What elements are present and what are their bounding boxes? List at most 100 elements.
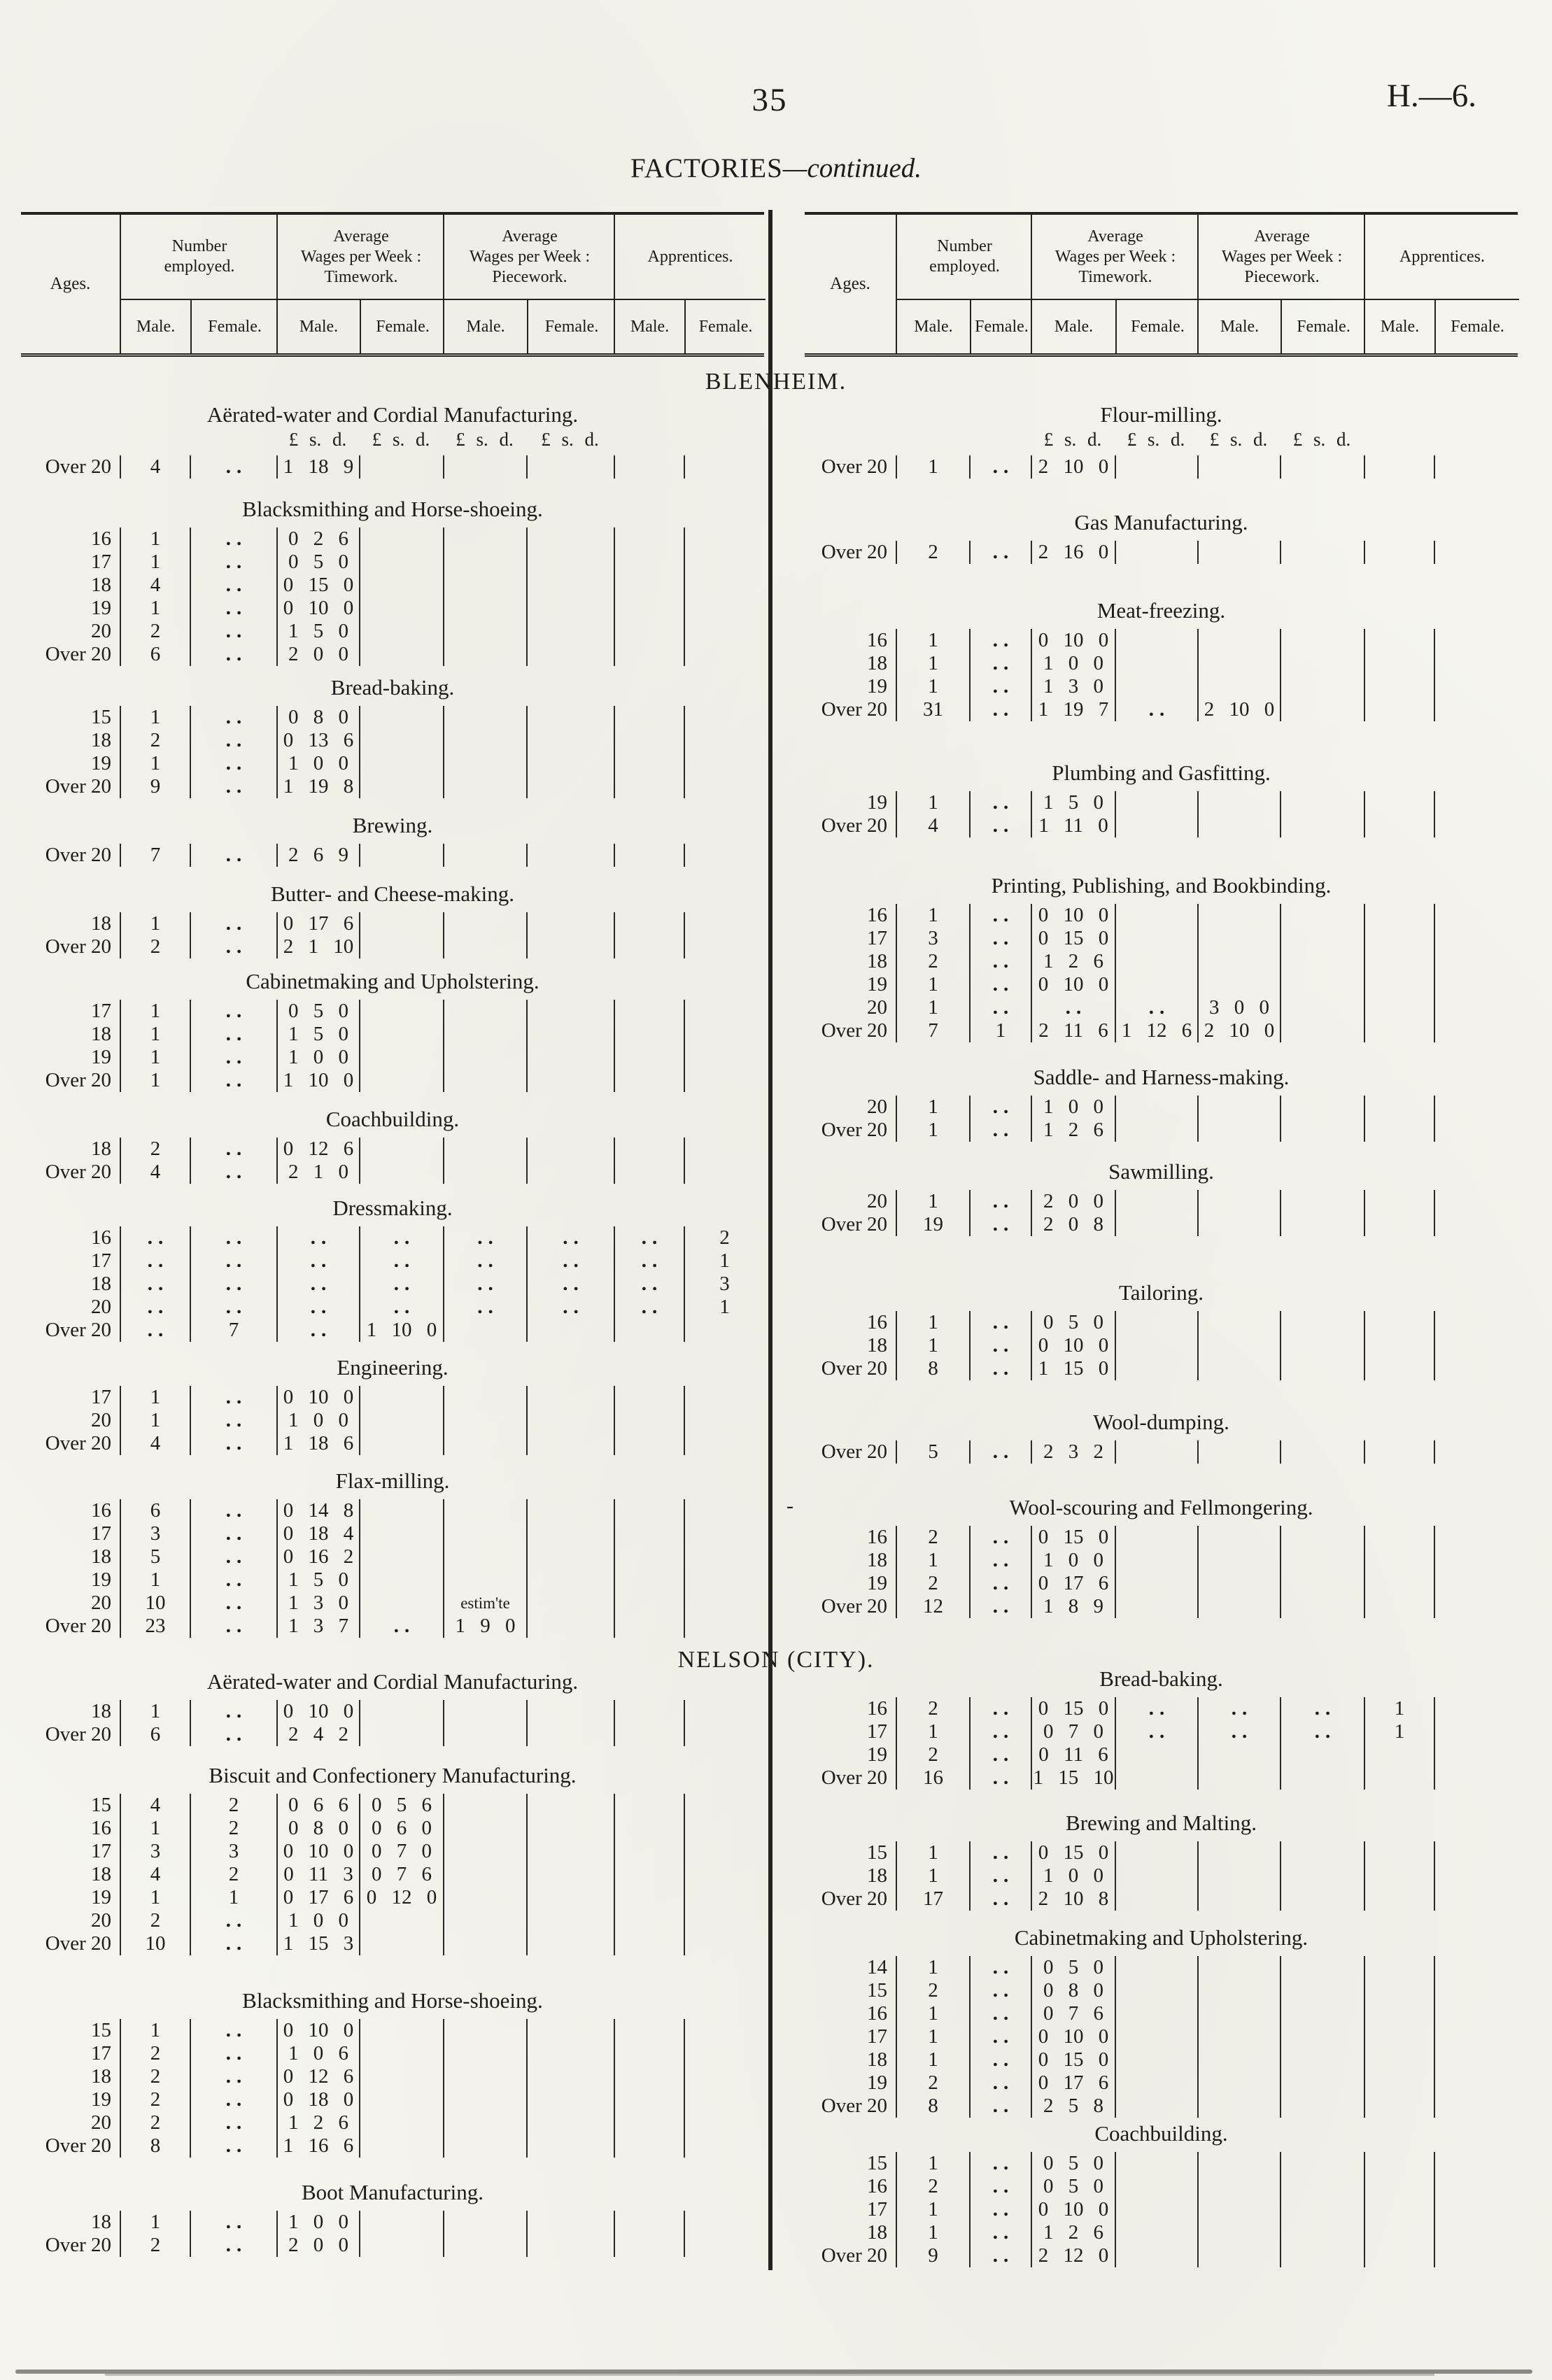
cell-number-male: 8 — [896, 2095, 969, 2118]
cell-ages: 15 — [91, 2019, 111, 2041]
cell-piecework-female — [526, 1499, 614, 1522]
cell-timework-female — [359, 620, 443, 643]
cell-piecework-male — [1197, 1119, 1280, 1142]
currency-unit-cell — [805, 429, 896, 450]
cell-apprentices-female — [684, 1545, 764, 1568]
currency-units-row: £ s. d. £ s. d. £ s. d. £ s. d. — [805, 429, 1518, 450]
cell-ages: 16 — [867, 1697, 887, 1720]
cell-piecework-male: 1 9 0 — [443, 1615, 526, 1638]
cell-apprentices-female — [684, 551, 764, 574]
cell-timework-female — [1115, 541, 1197, 564]
cell-ages: 18 — [867, 1334, 887, 1357]
cell-timework-male: 0 10 0 — [1031, 904, 1115, 927]
table-row: 17 3.. 0 18 4 — [21, 1522, 764, 1545]
cell-number-female: 1 — [969, 1019, 1031, 1042]
cell-number-female: .. — [969, 814, 1031, 837]
cell-timework-male: 0 17 6 — [276, 1886, 359, 1909]
cell-apprentices-male — [614, 574, 684, 597]
currency-unit-cell: £ s. d. — [288, 429, 347, 450]
male-female-subheader: Male. Female. — [1199, 300, 1365, 353]
cell-number-male: 16 — [896, 1766, 969, 1790]
cell-timework-male: 1 19 8 — [276, 775, 359, 798]
cell-piecework-male — [1197, 1096, 1280, 1119]
cell-number-female: .. — [969, 541, 1031, 564]
cell-timework-male: .. — [276, 1319, 359, 1342]
cell-number-female: .. — [969, 652, 1031, 675]
cell-ages: Over 20 — [45, 2234, 111, 2256]
cell-timework-male: 2 6 9 — [276, 844, 359, 867]
industry-section-title: Bread-baking. — [1099, 1666, 1223, 1691]
cell-piecework-male — [443, 1138, 526, 1161]
cell-apprentices-female — [1434, 2071, 1518, 2095]
subheader-male: Male. — [1380, 317, 1420, 336]
cell-timework-male: 1 3 0 — [276, 1592, 359, 1615]
cell-timework-female — [359, 1386, 443, 1409]
cell-apprentices-male — [614, 752, 684, 775]
cell-apprentices-male — [614, 1069, 684, 1092]
cell-timework-male: 1 0 0 — [276, 2211, 359, 2234]
cell-apprentices-male — [614, 1817, 684, 1840]
cell-number-male: 1 — [120, 551, 190, 574]
cell-timework-male: 1 0 0 — [276, 1409, 359, 1432]
column-group-number-employed: Number employed. Male. Female. — [896, 215, 1032, 353]
cell-number-male: 1 — [896, 1334, 969, 1357]
cell-apprentices-female — [1434, 927, 1518, 950]
cell-timework-male: 2 0 0 — [1031, 1190, 1115, 1213]
cell-number-female: .. — [969, 973, 1031, 996]
cell-timework-male: 2 11 6 — [1031, 1019, 1115, 1042]
table-row: Over 20 9.. 1 19 8 — [21, 775, 764, 798]
table-row: 20 1.. 1 0 0 — [21, 1409, 764, 1432]
cell-ages: 17 — [91, 1249, 111, 1272]
cell-apprentices-male — [614, 1909, 684, 1932]
cell-piecework-female — [526, 1161, 614, 1184]
table-row: 16 2.. 0 15 0 — [805, 1526, 1518, 1549]
cell-apprentices-male — [614, 597, 684, 620]
cell-piecework-female — [526, 2111, 614, 2134]
section-rows: 16 1.. 0 2 6 17 1.. 0 5 0 18 4.. 0 15 0 19 1.. 0 10… — [21, 527, 764, 666]
cell-timework-female — [359, 706, 443, 729]
cell-number-female: .. — [969, 1743, 1031, 1766]
cell-timework-female — [359, 935, 443, 958]
cell-number-female: .. — [190, 1226, 276, 1249]
cell-timework-male: 2 10 8 — [1031, 1887, 1115, 1911]
cell-piecework-male — [443, 1932, 526, 1955]
cell-piecework-female — [526, 1522, 614, 1545]
scan-artifact-line-2 — [105, 2374, 1434, 2376]
cell-number-male: 1 — [896, 1311, 969, 1334]
table-row: 18 2.. 0 12 6 — [21, 2065, 764, 2088]
cell-timework-male: 2 1 0 — [276, 1161, 359, 1184]
cell-piecework-male — [1197, 1334, 1280, 1357]
currency-unit-cell — [684, 429, 764, 450]
cell-apprentices-female — [684, 455, 764, 479]
cell-timework-female — [1115, 973, 1197, 996]
cell-piecework-female — [526, 1817, 614, 1840]
cell-piecework-male: .. — [1197, 1720, 1280, 1743]
group-label-line: Wages per Week : — [300, 247, 422, 266]
cell-timework-male: 0 16 2 — [276, 1545, 359, 1568]
cell-piecework-male — [443, 1000, 526, 1023]
subheader-female: Female. — [527, 300, 615, 353]
cell-apprentices-female — [684, 844, 764, 867]
currency-unit-cell: £ s. d. — [1127, 429, 1185, 450]
currency-unit-cell — [896, 429, 969, 450]
cell-number-male: 31 — [896, 698, 969, 721]
cell-number-male: 9 — [896, 2244, 969, 2267]
cell-number-female: .. — [969, 2002, 1031, 2025]
cell-piecework-female — [1280, 1119, 1364, 1142]
cell-number-female: .. — [190, 2211, 276, 2234]
cell-ages: 19 — [867, 2071, 887, 2094]
cell-apprentices-female — [1434, 2025, 1518, 2048]
cell-timework-female — [359, 2234, 443, 2257]
cell-timework-female — [1115, 1440, 1197, 1464]
cell-piecework-male — [1197, 950, 1280, 973]
section-rows: Over 20 1.. 2 10 0 — [805, 455, 1518, 479]
cell-apprentices-male — [614, 527, 684, 551]
cell-apprentices-male — [614, 1319, 684, 1342]
cell-piecework-male — [443, 2088, 526, 2111]
cell-timework-female — [359, 729, 443, 752]
cell-piecework-female: .. — [526, 1296, 614, 1319]
cell-timework-female: .. — [1115, 1697, 1197, 1720]
cell-number-female: .. — [969, 1526, 1031, 1549]
district-heading-blenheim: BLENHEIM. — [705, 369, 847, 395]
